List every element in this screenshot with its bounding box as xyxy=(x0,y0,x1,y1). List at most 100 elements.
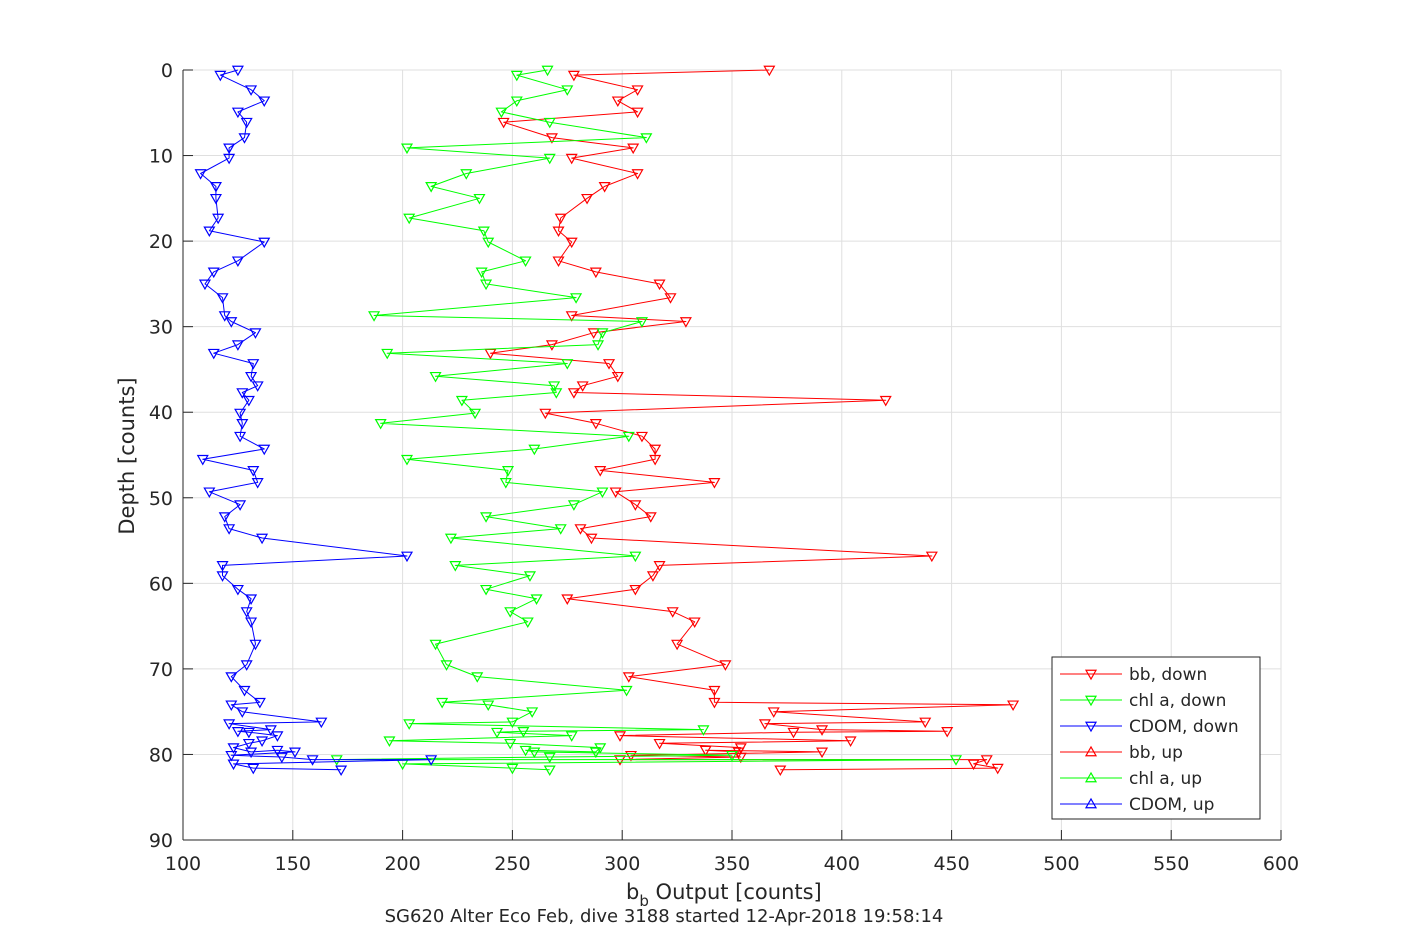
data-point xyxy=(240,607,253,618)
data-point xyxy=(231,65,244,77)
legend-marker xyxy=(1084,745,1098,757)
series-2 xyxy=(194,65,438,777)
data-point xyxy=(218,512,231,523)
data-point xyxy=(991,763,1004,775)
data-point xyxy=(238,133,251,144)
data-point xyxy=(561,359,574,370)
data-point xyxy=(501,466,515,477)
data-point xyxy=(1007,700,1020,712)
data-point xyxy=(879,395,892,407)
data-point xyxy=(223,524,236,535)
data-point xyxy=(381,348,394,360)
data-point xyxy=(425,182,438,193)
data-point xyxy=(602,359,616,370)
data-point xyxy=(552,226,565,238)
data-point xyxy=(440,660,453,671)
data-point xyxy=(225,317,238,328)
data-point xyxy=(429,639,442,651)
y-axis-label: Depth [counts] xyxy=(115,377,139,534)
data-point xyxy=(477,226,490,238)
data-point xyxy=(919,717,932,729)
data-point xyxy=(543,765,556,777)
data-point xyxy=(653,561,666,572)
data-point xyxy=(844,736,857,747)
data-point xyxy=(499,478,512,489)
data-point xyxy=(565,153,578,165)
data-point xyxy=(967,759,980,771)
legend-label: CDOM, up xyxy=(1129,795,1214,815)
y-tick-label: 0 xyxy=(161,60,173,82)
data-point xyxy=(510,96,523,108)
data-point xyxy=(374,418,387,430)
data-point xyxy=(234,408,247,420)
data-point xyxy=(635,317,648,328)
y-tick-label: 40 xyxy=(149,402,173,424)
data-point xyxy=(565,237,578,249)
data-point xyxy=(548,381,561,392)
legend: bb, down chl a, down CDOM, down bb, up chl a… xyxy=(1051,656,1261,820)
y-tick-label: 90 xyxy=(149,830,173,852)
data-point xyxy=(400,454,414,466)
legend-item: bb, down xyxy=(1060,665,1207,685)
legend-label: chl a, down xyxy=(1129,691,1226,711)
data-point xyxy=(550,388,563,399)
legend-item: CDOM, up xyxy=(1060,795,1214,815)
data-point xyxy=(554,524,567,535)
data-point xyxy=(543,153,556,165)
data-point xyxy=(203,487,216,498)
x-tick-label: 350 xyxy=(714,853,750,875)
data-point xyxy=(216,293,229,304)
data-point xyxy=(218,311,231,322)
data-point xyxy=(242,395,255,407)
data-point xyxy=(611,371,624,383)
data-point xyxy=(576,381,589,392)
data-point xyxy=(649,454,662,466)
data-point xyxy=(429,371,442,383)
data-point xyxy=(598,182,611,193)
data-point xyxy=(469,408,482,420)
data-point xyxy=(449,561,462,572)
data-point xyxy=(719,660,732,671)
data-point xyxy=(816,725,829,736)
data-point xyxy=(528,444,541,456)
data-point xyxy=(455,395,468,407)
data-point xyxy=(517,726,530,738)
legend-label: chl a, up xyxy=(1129,769,1202,789)
data-point xyxy=(247,763,260,775)
data-point xyxy=(545,133,558,144)
data-point xyxy=(225,750,238,762)
data-point xyxy=(653,738,666,750)
legend-item: CDOM, down xyxy=(1060,717,1239,737)
data-point xyxy=(460,169,473,180)
data-point xyxy=(271,731,284,742)
data-point xyxy=(609,487,622,498)
data-point xyxy=(471,672,484,683)
data-point xyxy=(574,524,587,535)
y-tick-label: 50 xyxy=(149,488,173,510)
data-point xyxy=(216,571,229,582)
data-point xyxy=(734,752,747,764)
data-point xyxy=(400,551,414,563)
data-point xyxy=(594,466,607,477)
y-tick-label: 70 xyxy=(149,659,173,681)
data-point xyxy=(231,256,244,267)
data-point xyxy=(589,747,602,759)
data-point xyxy=(368,311,381,322)
data-point xyxy=(245,617,258,629)
data-point xyxy=(225,672,238,683)
data-point xyxy=(629,584,642,596)
series-1 xyxy=(330,65,963,777)
data-point xyxy=(596,487,609,498)
data-point xyxy=(767,707,780,718)
data-point xyxy=(236,707,249,718)
legend-box xyxy=(1051,656,1261,820)
data-point xyxy=(545,340,558,351)
x-tick-label: 450 xyxy=(933,853,969,875)
data-point xyxy=(653,279,666,291)
data-point xyxy=(521,617,534,629)
data-point xyxy=(589,267,602,279)
data-point xyxy=(631,107,644,119)
data-point xyxy=(225,700,238,712)
data-point xyxy=(249,639,262,651)
